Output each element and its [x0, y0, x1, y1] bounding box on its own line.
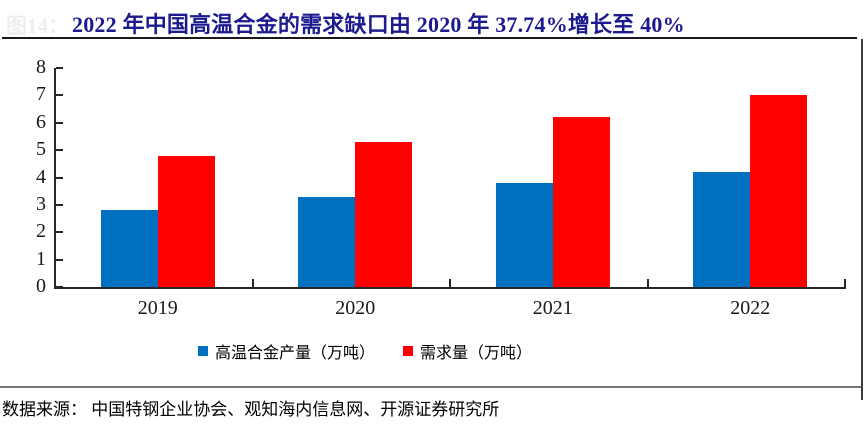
legend-swatch-icon — [198, 346, 208, 356]
legend-swatch-icon — [403, 346, 414, 356]
y-axis-tick-label: 8 — [36, 56, 46, 78]
y-axis-tick-label: 3 — [36, 192, 46, 215]
y-axis-tick-mark — [56, 149, 63, 152]
legend-item-series1: 高温合金产量（万吨） — [198, 339, 375, 363]
legend-label: 需求量（万吨） — [420, 345, 533, 362]
bar-series1-2020 — [298, 196, 356, 287]
y-axis-line — [54, 68, 56, 287]
x-axis-category-label: 2022 — [730, 297, 771, 319]
y-axis-tick-mark — [56, 121, 63, 124]
y-axis-tick-mark — [56, 203, 63, 206]
y-axis-tick-label: 2 — [36, 220, 46, 243]
x-axis-category-label: 2019 — [137, 297, 178, 319]
bar-series1-2022 — [693, 172, 751, 287]
y-axis-tick-mark — [56, 258, 63, 261]
bar-series2-2019 — [157, 155, 215, 287]
y-axis-tick-mark — [56, 67, 63, 69]
y-axis-tick-label: 6 — [36, 110, 46, 133]
x-axis-category-label: 2020 — [335, 297, 376, 319]
y-axis-tick-label: 7 — [36, 83, 46, 106]
bar-series1-2021 — [495, 182, 553, 287]
source-divider — [0, 386, 861, 388]
bar-series2-2022 — [750, 95, 808, 287]
x-axis-tick-mark — [646, 279, 649, 287]
y-axis-tick-mark — [56, 231, 63, 234]
legend-label: 高温合金产量（万吨） — [215, 345, 376, 362]
x-axis-line — [54, 287, 846, 289]
y-axis-tick-label: 1 — [36, 247, 46, 270]
right-border-line — [861, 39, 863, 400]
legend-item-series2: 需求量（万吨） — [403, 339, 532, 363]
x-axis-tick-mark — [54, 279, 56, 287]
y-axis-tick-label: 4 — [36, 165, 46, 188]
x-axis-category-label: 2021 — [532, 297, 573, 319]
figure-number-watermark: 图14： — [6, 14, 69, 38]
x-axis-tick-mark — [449, 279, 451, 287]
bar-series1-2019 — [100, 210, 158, 287]
data-source: 数据来源： 中国特钢企业协会、观知海内信息网、开源证券研究所 — [2, 400, 500, 419]
x-axis-tick-mark — [251, 279, 254, 287]
title-divider — [2, 37, 857, 39]
chart-title: 2022 年中国高温合金的需求缺口由 2020 年 37.74%增长至 40% — [72, 12, 685, 37]
x-axis-tick-mark — [844, 279, 846, 287]
y-axis-tick-mark — [56, 286, 63, 288]
y-axis-tick-label: 0 — [36, 275, 46, 297]
bar-series2-2021 — [552, 117, 610, 287]
y-axis-tick-mark — [56, 176, 63, 179]
y-axis-tick-mark — [56, 94, 63, 97]
chart-legend: 高温合金产量（万吨） 需求量（万吨） — [198, 339, 532, 363]
bar-series2-2020 — [355, 141, 413, 287]
y-axis-tick-label: 5 — [36, 138, 46, 161]
